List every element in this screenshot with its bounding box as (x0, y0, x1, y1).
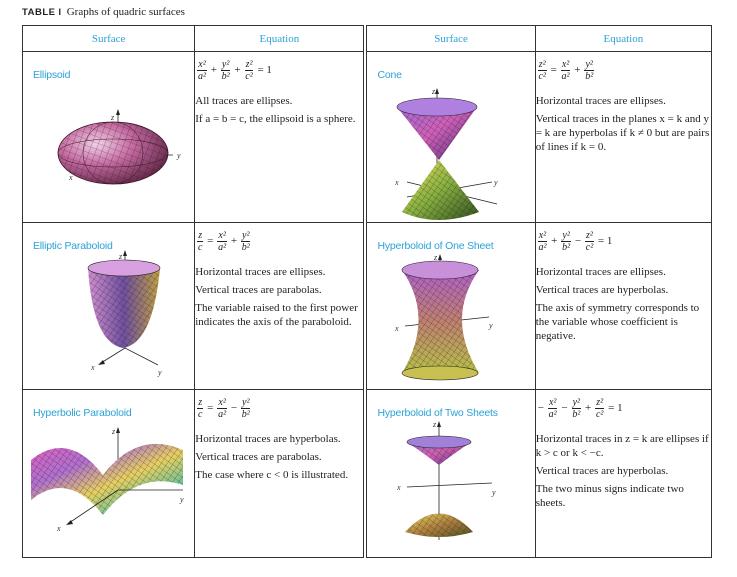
axis-label-x: x (394, 324, 399, 333)
trace-note: The two minus signs indicate two sheets. (535, 483, 684, 509)
axis-label-y: y (157, 368, 162, 377)
cone-figure: z x y (394, 87, 498, 220)
axis-label-x: x (56, 524, 61, 533)
cell-ellipsoid: Ellipsoid (21, 51, 196, 223)
caption-title: Graphs of quadric surfaces (66, 6, 185, 18)
formula: − x² a² − y² b² + z² c² = 1 (537, 396, 623, 420)
trace-note: Horizontal traces are hyperbolas. (195, 433, 341, 445)
table-caption: TABLE I Graphs of quadric surfaces (22, 6, 185, 18)
hyperbolic-paraboloid-figure: z y x (31, 427, 184, 533)
header-row: Surface Equation Surface Equation (21, 25, 713, 52)
header-equation-right: Equation (534, 25, 713, 52)
header-equation-left: Equation (194, 25, 365, 52)
axis-label-y: y (488, 321, 493, 330)
cell-elliptic-paraboloid: Elliptic Paraboloid z x y (21, 222, 196, 390)
axis-label-z: z (432, 420, 437, 429)
trace-note: Horizontal traces in z = k are ellipses … (535, 433, 709, 459)
table-row: Elliptic Paraboloid z x y (21, 222, 713, 390)
trace-note: The case where c < 0 is illustrated. (195, 469, 349, 481)
header-surface-right: Surface (366, 25, 536, 52)
trace-note: If a = b = c, the ellipsoid is a sphere. (195, 113, 356, 125)
trace-note: All traces are ellipses. (195, 95, 293, 107)
trace-note: Horizontal traces are ellipses. (195, 266, 326, 278)
caption-label: TABLE (22, 7, 56, 18)
quadric-surfaces-table: Surface Equation Surface Equation Ellips… (21, 25, 713, 558)
trace-note: Vertical traces are hyperbolas. (535, 284, 669, 296)
trace-note: The axis of symmetry corresponds to the … (535, 302, 700, 342)
trace-note: Vertical traces in the planes x = k and … (535, 113, 710, 153)
cell-cone: Cone (366, 51, 536, 223)
equation-hyperboloid-one-sheet: x² a² + y² b² − z² c² = 1 Horizontal traces… (534, 222, 713, 390)
hyperboloid-one-sheet-figure: z x y (394, 253, 493, 381)
trace-note: Vertical traces are parabolas. (195, 451, 322, 463)
trace-note: Vertical traces are parabolas. (195, 284, 322, 296)
equation-cone: z² c² = x² a² + y² b² Horizontal traces are… (534, 51, 713, 223)
header-surface-left: Surface (21, 25, 196, 52)
trace-note: Vertical traces are hyperbolas. (535, 465, 669, 477)
surface-name: Hyperboloid of One Sheet (377, 240, 494, 252)
table-row: Hyperbolic Paraboloid z y x (21, 389, 713, 558)
axis-label-y: y (176, 151, 181, 160)
caption-number: I (58, 7, 61, 17)
axis-label-y: y (493, 178, 498, 187)
axis-label-x: x (90, 363, 95, 372)
equation-hyperboloid-two-sheets: − x² a² − y² b² + z² c² = 1 Horizontal trac… (534, 389, 713, 558)
table-row: Ellipsoid (21, 51, 713, 223)
axis-label-z: z (431, 87, 436, 96)
formula: x² a² + y² b² − z² c² = 1 (537, 229, 613, 253)
axis-label-z: z (433, 253, 438, 262)
hyperboloid-two-sheets-figure: z x y (396, 420, 496, 540)
axis-label-y: y (179, 495, 184, 504)
trace-note: The variable raised to the first power i… (195, 302, 358, 328)
axis-label-x: x (68, 173, 73, 182)
axis-label-y: y (491, 488, 496, 497)
axis-label-z: z (110, 113, 115, 122)
surface-name: Elliptic Paraboloid (33, 240, 113, 252)
trace-note: Horizontal traces are ellipses. (535, 95, 666, 107)
cell-hyperbolic-paraboloid: Hyperbolic Paraboloid z y x (21, 389, 196, 558)
formula: z² c² = x² a² + y² b² (537, 58, 594, 82)
axis-label-z: z (111, 427, 116, 436)
cell-hyperboloid-one-sheet: Hyperboloid of One Sheet z x y (366, 222, 536, 390)
trace-note: Horizontal traces are ellipses. (535, 266, 666, 278)
elliptic-paraboloid-figure: z x y (87, 250, 162, 377)
surface-name: Cone (377, 69, 402, 81)
formula: x² a² + y² b² + z² c² = 1 (197, 58, 272, 82)
axis-label-z: z (118, 252, 123, 261)
surface-name: Ellipsoid (33, 69, 71, 81)
cell-hyperboloid-two-sheets: Hyperboloid of Two Sheets (366, 389, 536, 558)
axis-label-x: x (396, 483, 401, 492)
surface-name: Hyperboloid of Two Sheets (377, 407, 498, 419)
ellipsoid-figure: z y x (57, 109, 181, 185)
equation-ellipsoid: x² a² + y² b² + z² c² = 1 All traces are el… (194, 51, 365, 223)
surface-name: Hyperbolic Paraboloid (33, 407, 132, 419)
axis-label-x: x (394, 178, 399, 187)
